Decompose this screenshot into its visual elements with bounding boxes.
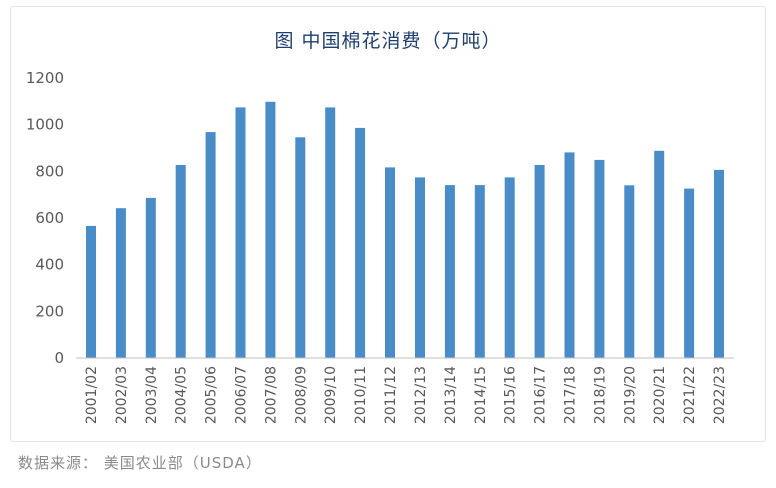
x-tick-label: 2012/13 [413,366,429,424]
bar [474,185,485,358]
bar [534,165,545,358]
y-tick-label: 600 [35,209,64,227]
bar [86,225,96,358]
bar [355,127,366,359]
x-tick-label: 2021/22 [682,366,698,424]
x-tick-label: 2005/06 [204,366,220,424]
x-tick-label: 2020/21 [652,366,668,424]
x-tick-label: 2019/20 [622,366,638,424]
x-tick-label: 2016/17 [533,366,549,424]
x-tick-label: 2022/23 [712,366,728,424]
x-tick-label: 2018/19 [592,366,608,424]
x-tick-label: 2003/04 [144,366,160,424]
bar [654,150,665,358]
x-tick-label: 2009/10 [323,366,339,424]
x-tick-label: 2014/15 [473,366,489,424]
bar [115,208,126,358]
source-note: 数据来源： 美国农业部（USDA） [18,454,262,472]
y-tick-label: 400 [35,256,64,274]
bar [415,177,425,358]
x-tick-label: 2007/08 [263,366,279,424]
bar [714,169,724,358]
y-tick-label: 200 [35,302,64,320]
bar [684,188,695,358]
x-tick-label: 2013/14 [443,366,459,424]
bar [145,197,156,358]
bar [564,152,575,358]
y-axis-ticks: 0 200 400 600 800 1000 1200 [26,69,64,367]
y-tick-label: 1200 [26,69,64,87]
chart-title: 图 中国棉花消费（万吨） [274,30,502,52]
x-tick-label: 2004/05 [174,366,190,424]
x-tick-label: 2002/03 [114,366,130,424]
bars [86,101,724,359]
x-axis-ticks: 2001/02 2002/03 2003/04 2004/05 2005/06 2006/… [84,366,728,424]
x-tick-label: 2011/12 [383,366,399,424]
x-tick-label: 2008/09 [293,366,309,424]
x-tick-label: 2001/02 [84,366,100,424]
bar [325,107,336,359]
bar [385,167,395,358]
bar [624,185,635,358]
y-tick-label: 800 [35,162,64,180]
bar [295,137,306,358]
x-tick-label: 2010/11 [353,366,369,424]
x-tick-label: 2006/07 [234,366,250,424]
x-tick-label: 2017/18 [563,366,579,424]
x-tick-label: 2015/16 [503,366,519,424]
bar [265,101,276,359]
bar [594,159,605,358]
bar [444,185,455,358]
bar [205,132,216,358]
y-tick-label: 0 [54,349,64,367]
bar [504,177,515,358]
y-tick-label: 1000 [26,116,64,134]
bar [235,107,246,359]
bar [175,165,186,358]
